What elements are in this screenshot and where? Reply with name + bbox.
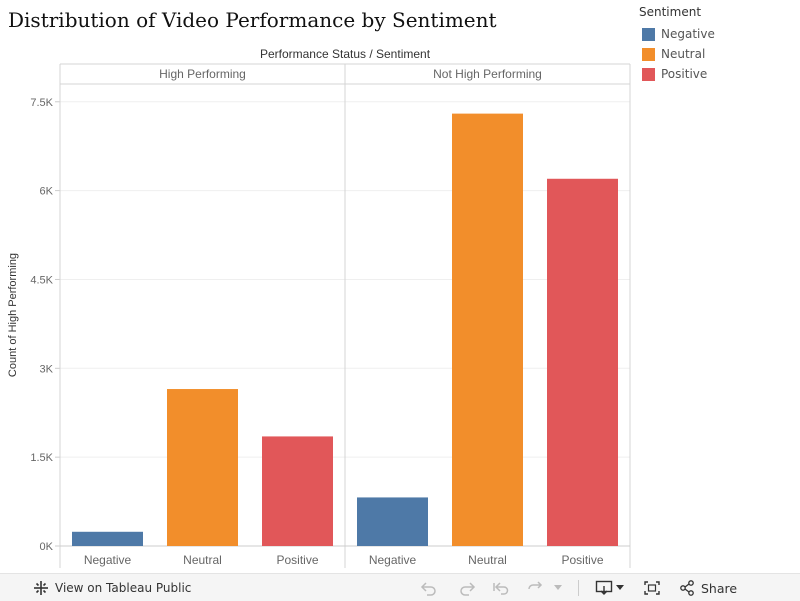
- tableau-logo-icon: [34, 580, 48, 595]
- share-button[interactable]: Share: [679, 580, 737, 596]
- redo-button[interactable]: [456, 578, 478, 598]
- bar-positive: [262, 436, 333, 546]
- bar-chart: Performance Status / Sentiment 0K 1.5K 3K 4.…: [7, 47, 631, 568]
- bar-negative: [72, 531, 143, 546]
- download-icon: [595, 580, 612, 595]
- legend-swatch-neutral: [642, 47, 655, 61]
- view-on-tableau-label: View on Tableau Public: [55, 580, 192, 595]
- panel-header-label: Not High Performing: [433, 67, 542, 81]
- download-button[interactable]: [593, 578, 625, 598]
- x-category-label: Neutral: [183, 553, 222, 567]
- legend-swatch-negative: [642, 27, 655, 41]
- legend-swatch-positive: [642, 67, 655, 81]
- y-tick-label: 0K: [40, 541, 54, 553]
- toolbar-icons: Share: [418, 578, 737, 598]
- y-axis-title: Count of High Performing: [7, 253, 19, 377]
- y-tick-label: 6K: [40, 186, 54, 198]
- legend-label: Positive: [661, 67, 708, 81]
- toolbar-separator: [578, 580, 579, 596]
- x-category-label: Negative: [84, 553, 132, 567]
- caret-down-icon: [554, 585, 562, 590]
- fullscreen-icon: [644, 581, 660, 595]
- share-label: Share: [701, 580, 738, 596]
- view-on-tableau-public-link[interactable]: View on Tableau Public: [33, 580, 191, 596]
- panel-header-label: High Performing: [159, 67, 246, 81]
- refresh-button[interactable]: [524, 578, 546, 598]
- y-tick-label: 1.5K: [30, 452, 53, 464]
- bar-positive: [547, 178, 618, 546]
- x-category-label: Positive: [276, 553, 318, 567]
- legend-item-positive[interactable]: Positive: [639, 64, 715, 84]
- bar-neutral: [452, 113, 523, 546]
- fullscreen-button[interactable]: [641, 578, 663, 598]
- share-icon: [680, 580, 694, 596]
- undo-icon: [420, 582, 436, 596]
- x-category-label: Positive: [561, 553, 603, 567]
- x-category-label: Negative: [369, 553, 417, 567]
- legend: Sentiment Negative Neutral Positive: [639, 5, 715, 84]
- y-tick-label: 3K: [40, 363, 54, 375]
- revert-button[interactable]: [490, 578, 512, 598]
- column-header-title: Performance Status / Sentiment: [260, 47, 431, 61]
- x-category-label: Neutral: [468, 553, 507, 567]
- revert-icon: [493, 582, 509, 595]
- y-tick-label: 7.5K: [30, 97, 53, 109]
- legend-label: Negative: [661, 27, 715, 41]
- caret-down-icon: [615, 585, 624, 590]
- bar-neutral: [167, 389, 238, 546]
- y-tick-label: 4.5K: [30, 274, 53, 286]
- legend-label: Neutral: [661, 47, 706, 61]
- undo-button[interactable]: [418, 578, 440, 598]
- legend-title: Sentiment: [639, 5, 702, 19]
- legend-item-negative[interactable]: Negative: [639, 24, 715, 44]
- chart-title: Distribution of Video Performance by Sen…: [8, 8, 497, 32]
- tableau-toolbar: View on Tableau Public: [0, 573, 800, 601]
- pause-menu-button[interactable]: [552, 578, 564, 598]
- legend-item-neutral[interactable]: Neutral: [639, 44, 715, 64]
- redo-icon: [460, 582, 476, 596]
- refresh-icon: [528, 581, 543, 590]
- bar-negative: [357, 497, 428, 546]
